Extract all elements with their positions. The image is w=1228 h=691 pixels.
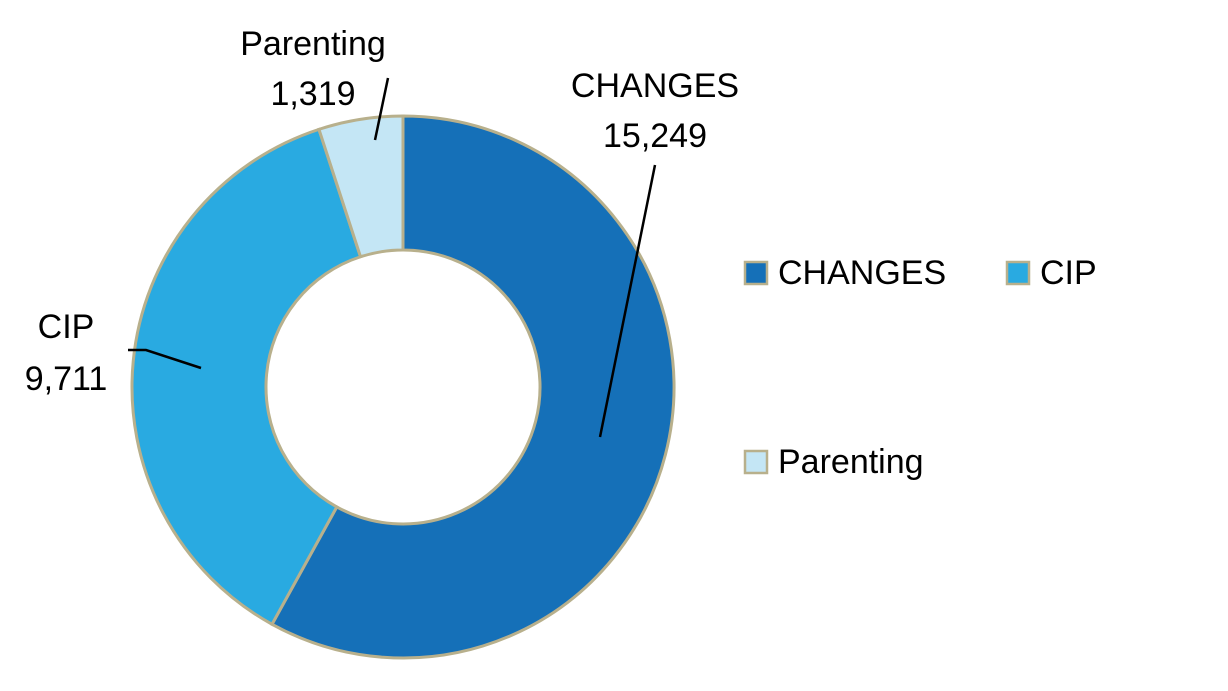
legend-swatch-changes <box>743 260 769 286</box>
donut-slices <box>130 114 676 660</box>
legend-swatch-parenting <box>743 449 769 475</box>
slice-parenting <box>317 114 405 259</box>
leader-lines <box>128 77 657 438</box>
legend-swatch-cip <box>1005 260 1031 286</box>
legend-label-parenting: Parenting <box>778 443 924 481</box>
legend-label-cip: CIP <box>1040 254 1097 292</box>
data-label-value-parenting: 1,319 <box>270 75 355 113</box>
legend-label-changes: CHANGES <box>778 254 946 292</box>
data-labels: CHANGES 15,249 CIP 9,711 Parenting 1,319 <box>25 25 739 398</box>
leader-line-cip <box>128 348 202 370</box>
leader-line-changes <box>598 164 657 438</box>
data-label-category-changes: CHANGES <box>571 67 739 105</box>
data-label-category-cip: CIP <box>38 308 95 346</box>
data-label-category-parenting: Parenting <box>240 25 386 63</box>
slice-cip <box>130 127 363 627</box>
legend: CHANGES CIP Parenting <box>743 254 1097 481</box>
leader-line-parenting <box>373 77 390 141</box>
data-label-value-cip: 9,711 <box>25 360 108 398</box>
data-label-value-changes: 15,249 <box>603 117 707 155</box>
